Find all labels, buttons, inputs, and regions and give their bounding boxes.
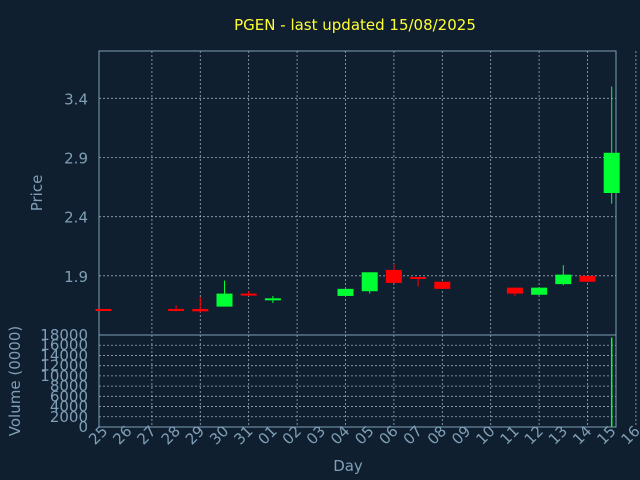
x-tick-label: 04 bbox=[327, 422, 353, 448]
x-tick-label: 14 bbox=[569, 422, 595, 448]
x-tick-label: 01 bbox=[254, 422, 280, 448]
candle-29 bbox=[192, 297, 209, 313]
price-axis-ticks: 1.9 2.4 2.9 3.4 bbox=[64, 90, 88, 286]
volume-axis-label: Volume (0000) bbox=[6, 326, 24, 436]
candles bbox=[95, 86, 620, 313]
price-tick-label: 2.9 bbox=[64, 150, 88, 168]
candle-body bbox=[240, 293, 257, 296]
candle-body bbox=[385, 269, 402, 283]
x-tick-label: 03 bbox=[303, 422, 329, 448]
x-tick-label: 08 bbox=[424, 422, 450, 448]
price-axis-label: Price bbox=[28, 175, 46, 212]
candle-05 bbox=[361, 272, 378, 294]
candle-06 bbox=[385, 264, 402, 283]
volume-axis-ticks: 0200040006000800010000120001400016000180… bbox=[40, 326, 88, 436]
candle-body bbox=[555, 274, 572, 285]
candle-body bbox=[434, 281, 451, 289]
volume-tick-label: 10000 bbox=[40, 367, 88, 385]
candle-body bbox=[337, 288, 354, 296]
x-tick-label: 05 bbox=[351, 422, 377, 448]
candle-body bbox=[603, 152, 620, 193]
candle-body bbox=[216, 293, 233, 307]
volume-grid bbox=[99, 335, 637, 427]
candle-body bbox=[95, 308, 112, 311]
x-tick-label: 11 bbox=[496, 422, 522, 448]
candle-04 bbox=[337, 288, 354, 296]
x-axis-ticks: 2526272829303101020304050607080910111213… bbox=[85, 422, 640, 448]
candle-31 bbox=[240, 291, 257, 296]
volume-tick-label: 2000 bbox=[50, 408, 88, 426]
x-tick-label: 09 bbox=[448, 422, 474, 448]
candle-25 bbox=[95, 308, 112, 311]
candle-30 bbox=[216, 280, 233, 307]
volume-tick-label: 8000 bbox=[50, 377, 88, 395]
x-tick-label: 28 bbox=[158, 422, 184, 448]
candle-12 bbox=[531, 287, 548, 295]
price-grid bbox=[99, 51, 637, 335]
candle-28 bbox=[168, 305, 185, 312]
candle-body bbox=[168, 308, 185, 311]
x-tick-label: 07 bbox=[400, 422, 426, 448]
volume-tick-label: 14000 bbox=[40, 346, 88, 364]
candle-body bbox=[410, 277, 427, 280]
x-tick-label: 30 bbox=[206, 422, 232, 448]
volume-tick-label: 6000 bbox=[50, 387, 88, 405]
volume-tick-label: 18000 bbox=[40, 326, 88, 344]
x-tick-label: 12 bbox=[521, 422, 547, 448]
candle-13 bbox=[555, 265, 572, 286]
candle-11 bbox=[506, 287, 523, 296]
candle-15 bbox=[603, 86, 620, 204]
x-axis-label: Day bbox=[333, 457, 363, 475]
candle-01 bbox=[264, 295, 281, 304]
candle-14 bbox=[579, 275, 596, 282]
x-tick-label: 02 bbox=[279, 422, 305, 448]
volume-tick-label: 0 bbox=[78, 418, 88, 436]
x-tick-label: 06 bbox=[375, 422, 401, 448]
candle-body bbox=[531, 287, 548, 295]
candle-body bbox=[192, 308, 209, 312]
volume-tick-label: 4000 bbox=[50, 398, 88, 416]
x-tick-label: 29 bbox=[182, 422, 208, 448]
candle-body bbox=[579, 275, 596, 282]
x-tick-label: 31 bbox=[230, 422, 256, 448]
x-tick-label: 16 bbox=[617, 422, 640, 448]
price-tick-label: 1.9 bbox=[64, 268, 88, 286]
candle-body bbox=[506, 287, 523, 294]
volume-tick-label: 12000 bbox=[40, 357, 88, 375]
x-tick-label: 26 bbox=[109, 422, 135, 448]
x-tick-label: 27 bbox=[133, 422, 159, 448]
x-tick-label: 25 bbox=[85, 422, 111, 448]
x-tick-label: 10 bbox=[472, 422, 498, 448]
volume-tick-label: 16000 bbox=[40, 336, 88, 354]
candle-body bbox=[361, 272, 378, 292]
candle-08 bbox=[434, 281, 451, 289]
price-tick-label: 2.4 bbox=[64, 209, 88, 227]
chart-title: PGEN - last updated 15/08/2025 bbox=[234, 16, 476, 34]
volume-plot-frame bbox=[98, 334, 617, 428]
price-tick-label: 3.4 bbox=[64, 90, 88, 108]
x-tick-label: 13 bbox=[545, 422, 571, 448]
candle-07 bbox=[410, 277, 427, 287]
candle-body bbox=[264, 298, 281, 301]
